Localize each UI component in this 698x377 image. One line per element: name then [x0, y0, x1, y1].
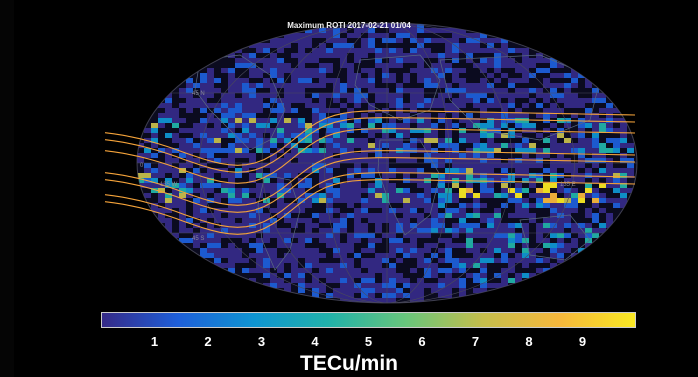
colorbar-tick-4: 4 — [311, 334, 319, 349]
colorbar — [101, 312, 636, 328]
lat-label-45s: 45 S — [192, 236, 204, 242]
colorbar-tick-9: 9 — [578, 334, 587, 349]
colorbar-tick-5: 5 — [364, 334, 373, 349]
auroral-oval-bands — [104, 110, 636, 235]
left-frame-strip — [0, 0, 14, 377]
lat-label-0: 0 — [140, 163, 144, 169]
colorbar-tick-2: 2 — [204, 334, 212, 349]
graticule — [137, 23, 637, 303]
colorbar-tick-8: 8 — [525, 334, 533, 349]
lon-label-135e: 135 E — [560, 182, 576, 188]
lat-label-45n: 45 N — [192, 91, 205, 97]
coastlines — [194, 54, 601, 271]
colorbar-tick-6: 6 — [418, 334, 426, 349]
colorbar-unit-label: TECu/min — [300, 352, 398, 375]
lon-label-135w: 135 W — [160, 182, 178, 188]
plot-title: Maximum ROTI 2017-02-21 01/04 — [287, 21, 411, 30]
colorbar-tick-1: 1 — [150, 334, 159, 349]
colorbar-tick-3: 3 — [257, 334, 266, 349]
colorbar-ticks: 1 2 3 4 5 6 7 8 9 — [101, 334, 636, 352]
colorbar-tick-7: 7 — [471, 334, 480, 349]
